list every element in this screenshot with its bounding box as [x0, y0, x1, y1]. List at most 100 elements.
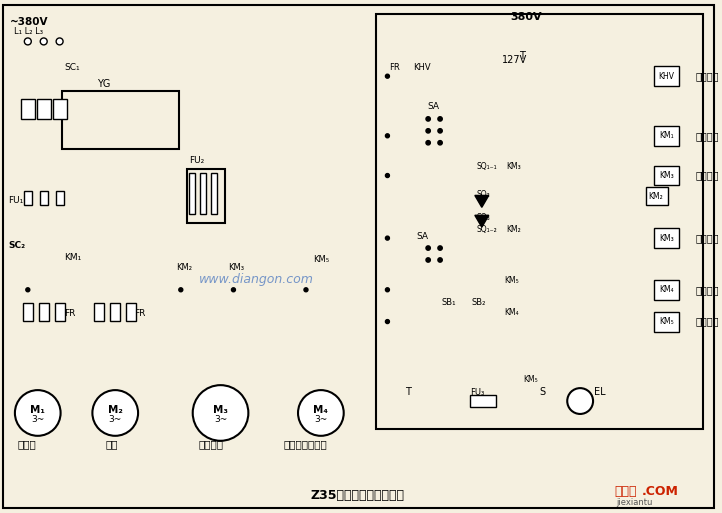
Text: KM₅: KM₅ — [505, 277, 519, 285]
Text: SQ₁₋₁: SQ₁₋₁ — [477, 162, 497, 171]
Bar — [653, 66, 679, 86]
Bar — [61, 91, 179, 149]
Bar — [653, 228, 679, 248]
Circle shape — [15, 390, 61, 436]
Circle shape — [426, 246, 430, 250]
Text: KHV: KHV — [413, 63, 431, 72]
Polygon shape — [475, 215, 489, 227]
Text: 3~: 3~ — [214, 416, 227, 424]
Text: SQ₂: SQ₂ — [477, 190, 490, 199]
Bar — [24, 191, 32, 205]
Text: .COM: .COM — [642, 485, 679, 498]
Text: 380V: 380V — [510, 12, 542, 22]
Circle shape — [438, 129, 443, 133]
Text: 主轴: 主轴 — [105, 439, 118, 449]
Text: SC₂: SC₂ — [8, 241, 25, 250]
Text: M₄: M₄ — [313, 405, 329, 415]
Text: 主柱夹紧与松开: 主柱夹紧与松开 — [283, 439, 327, 449]
Polygon shape — [475, 195, 489, 207]
Circle shape — [386, 173, 389, 177]
Text: 摇臂上升: 摇臂上升 — [695, 170, 719, 181]
Text: SA: SA — [427, 103, 439, 111]
Text: SB₂: SB₂ — [471, 298, 486, 307]
Text: 主轴旋转: 主轴旋转 — [695, 131, 719, 141]
Text: ~380V: ~380V — [10, 16, 48, 27]
Bar — [653, 126, 679, 146]
Bar — [653, 166, 679, 186]
Text: EL: EL — [594, 387, 606, 397]
Text: KM₂: KM₂ — [176, 263, 192, 272]
Text: 127V: 127V — [502, 55, 527, 65]
Circle shape — [56, 38, 63, 45]
Text: KM₃: KM₃ — [659, 171, 674, 180]
Bar — [53, 99, 66, 119]
Circle shape — [92, 390, 138, 436]
Text: T: T — [518, 51, 524, 62]
Circle shape — [386, 320, 389, 324]
Text: 零压保护: 零压保护 — [695, 71, 719, 81]
Circle shape — [438, 117, 443, 121]
Text: KM₅: KM₅ — [659, 317, 674, 326]
Text: FU₂: FU₂ — [188, 156, 204, 165]
Text: FR: FR — [389, 63, 400, 72]
Bar — [211, 172, 217, 214]
Text: 摇臂下降: 摇臂下降 — [695, 233, 719, 243]
Text: M₂: M₂ — [108, 405, 123, 415]
Text: SQ₁₋₂: SQ₁₋₂ — [477, 225, 497, 234]
Bar — [200, 172, 206, 214]
Text: KM₃: KM₃ — [659, 233, 674, 243]
Text: 3~: 3~ — [108, 416, 122, 424]
Circle shape — [26, 288, 30, 292]
Text: 主柱松开: 主柱松开 — [695, 285, 719, 295]
Circle shape — [426, 258, 430, 262]
Bar — [110, 303, 120, 321]
Text: KM₄: KM₄ — [659, 285, 674, 294]
Circle shape — [438, 246, 443, 250]
Circle shape — [232, 288, 235, 292]
Bar — [39, 303, 48, 321]
Circle shape — [567, 388, 593, 414]
Circle shape — [193, 385, 248, 441]
Bar — [187, 169, 225, 223]
Text: KM₂: KM₂ — [648, 192, 663, 201]
Circle shape — [304, 288, 308, 292]
Text: M₃: M₃ — [213, 405, 228, 415]
Text: KM₁: KM₁ — [659, 131, 674, 140]
Circle shape — [438, 141, 443, 145]
Bar — [37, 99, 51, 119]
Text: L₁ L₂ L₃: L₁ L₂ L₃ — [14, 27, 43, 36]
Text: KM₅: KM₅ — [523, 374, 539, 384]
Circle shape — [386, 288, 389, 292]
Bar — [21, 99, 35, 119]
Circle shape — [426, 129, 430, 133]
Text: M₁: M₁ — [30, 405, 45, 415]
Bar — [40, 191, 48, 205]
Circle shape — [298, 390, 344, 436]
Text: SB₁: SB₁ — [442, 298, 456, 307]
Circle shape — [438, 258, 443, 262]
Circle shape — [426, 117, 430, 121]
Text: FU₃: FU₃ — [470, 388, 484, 397]
Bar — [645, 187, 668, 205]
Text: SA: SA — [417, 232, 428, 241]
Text: 3~: 3~ — [314, 416, 328, 424]
Text: 摇臂升降: 摇臂升降 — [199, 439, 224, 449]
Text: KM₃: KM₃ — [228, 263, 245, 272]
Circle shape — [25, 38, 31, 45]
Text: FR: FR — [134, 309, 146, 318]
Circle shape — [386, 236, 389, 240]
Circle shape — [386, 134, 389, 138]
Bar — [56, 191, 64, 205]
Text: S: S — [539, 387, 546, 397]
Bar — [653, 311, 679, 331]
Bar — [470, 395, 496, 407]
Text: jiexiantu: jiexiantu — [616, 498, 652, 507]
Text: KHV: KHV — [658, 72, 674, 81]
Bar — [95, 303, 104, 321]
Text: KM₁: KM₁ — [64, 253, 82, 263]
Bar — [23, 303, 32, 321]
Bar — [375, 14, 703, 429]
Text: SQ₃: SQ₃ — [477, 213, 490, 222]
Text: www.diangon.com: www.diangon.com — [199, 273, 314, 286]
Circle shape — [386, 74, 389, 78]
